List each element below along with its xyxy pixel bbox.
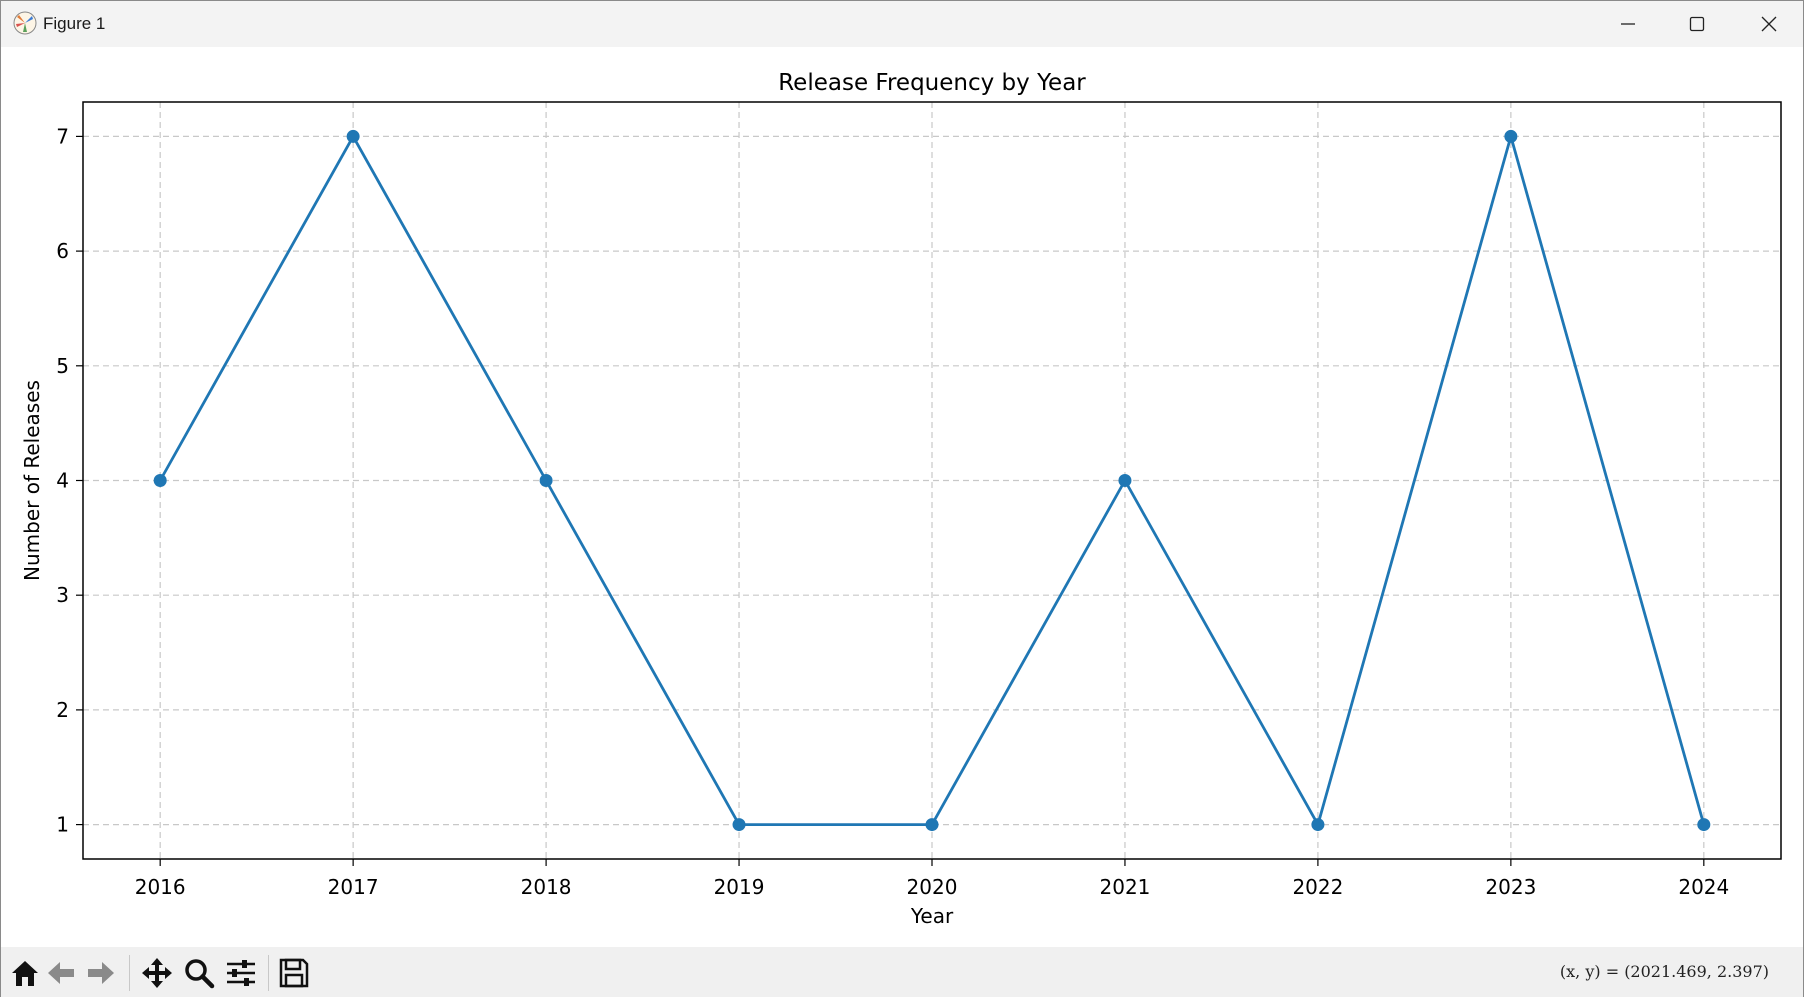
- minimize-button[interactable]: [1593, 1, 1663, 47]
- home-icon: [12, 961, 38, 986]
- title-bar[interactable]: Figure 1: [1, 1, 1803, 47]
- y-tick-label: 5: [56, 354, 69, 378]
- zoom-icon: [185, 959, 215, 989]
- back-button[interactable]: [43, 955, 79, 991]
- y-axis-label: Number of Releases: [20, 380, 44, 581]
- x-tick-label: 2019: [714, 875, 765, 899]
- series-polyline: [158, 135, 1706, 826]
- home-button[interactable]: [7, 955, 43, 991]
- figure-canvas[interactable]: 2016 2017 2018 2019 2020 2021 2022 2023 2024 1 2 3 4…: [1, 47, 1803, 947]
- sliders-icon: [227, 960, 255, 986]
- series-line: [158, 135, 1706, 826]
- x-tick-label: 2023: [1485, 875, 1536, 899]
- save-button[interactable]: [276, 955, 312, 991]
- matplotlib-icon: [13, 11, 37, 35]
- data-point: [925, 818, 939, 832]
- y-tick-label: 3: [56, 583, 69, 607]
- x-tick-label: 2024: [1678, 875, 1729, 899]
- x-tick-label: 2022: [1292, 875, 1343, 899]
- pan-button[interactable]: [139, 955, 175, 991]
- y-tick-label: 2: [56, 698, 69, 722]
- data-point: [1504, 129, 1518, 143]
- data-point: [1311, 818, 1325, 832]
- y-tick-label: 7: [56, 124, 69, 148]
- close-button[interactable]: [1734, 1, 1804, 47]
- data-point: [1697, 818, 1711, 832]
- axis-ticks: 2016 2017 2018 2019 2020 2021 2022 2023 2024 1 2 3 4…: [56, 124, 1729, 899]
- coordinate-readout: (x, y) = (2021.469, 2.397): [1559, 962, 1769, 981]
- y-tick-label: 6: [56, 239, 69, 263]
- data-point: [732, 818, 746, 832]
- back-arrow-icon: [48, 962, 74, 984]
- toolbar-separator: [129, 955, 130, 991]
- x-tick-label: 2018: [521, 875, 572, 899]
- data-point: [153, 474, 167, 487]
- line-chart[interactable]: 2016 2017 2018 2019 2020 2021 2022 2023 2024 1 2 3 4…: [1, 47, 1803, 947]
- x-tick-label: 2020: [907, 875, 958, 899]
- y-tick-label: 1: [56, 813, 69, 837]
- close-icon: [1761, 16, 1777, 32]
- save-icon: [279, 958, 309, 988]
- zoom-button[interactable]: [181, 955, 217, 991]
- data-points: [153, 129, 1711, 832]
- navigation-toolbar: (x, y) = (2021.469, 2.397): [1, 947, 1803, 997]
- x-axis-label: Year: [910, 904, 954, 928]
- x-tick-label: 2016: [135, 875, 186, 899]
- grid-lines: [83, 102, 1781, 859]
- x-tick-label: 2017: [328, 875, 379, 899]
- x-tick-label: 2021: [1100, 875, 1151, 899]
- data-point: [1118, 474, 1132, 487]
- move-icon: [142, 958, 172, 988]
- data-point: [539, 474, 553, 487]
- data-point: [346, 129, 360, 143]
- y-tick-label: 4: [56, 469, 69, 493]
- configure-subplots-button[interactable]: [223, 955, 259, 991]
- window-title: Figure 1: [43, 14, 106, 33]
- maximize-icon: [1689, 16, 1705, 32]
- forward-button[interactable]: [83, 955, 119, 991]
- minimize-icon: [1621, 23, 1635, 25]
- forward-arrow-icon: [88, 962, 114, 984]
- maximize-button[interactable]: [1662, 1, 1732, 47]
- toolbar-separator: [268, 955, 269, 991]
- chart-title: Release Frequency by Year: [778, 70, 1086, 96]
